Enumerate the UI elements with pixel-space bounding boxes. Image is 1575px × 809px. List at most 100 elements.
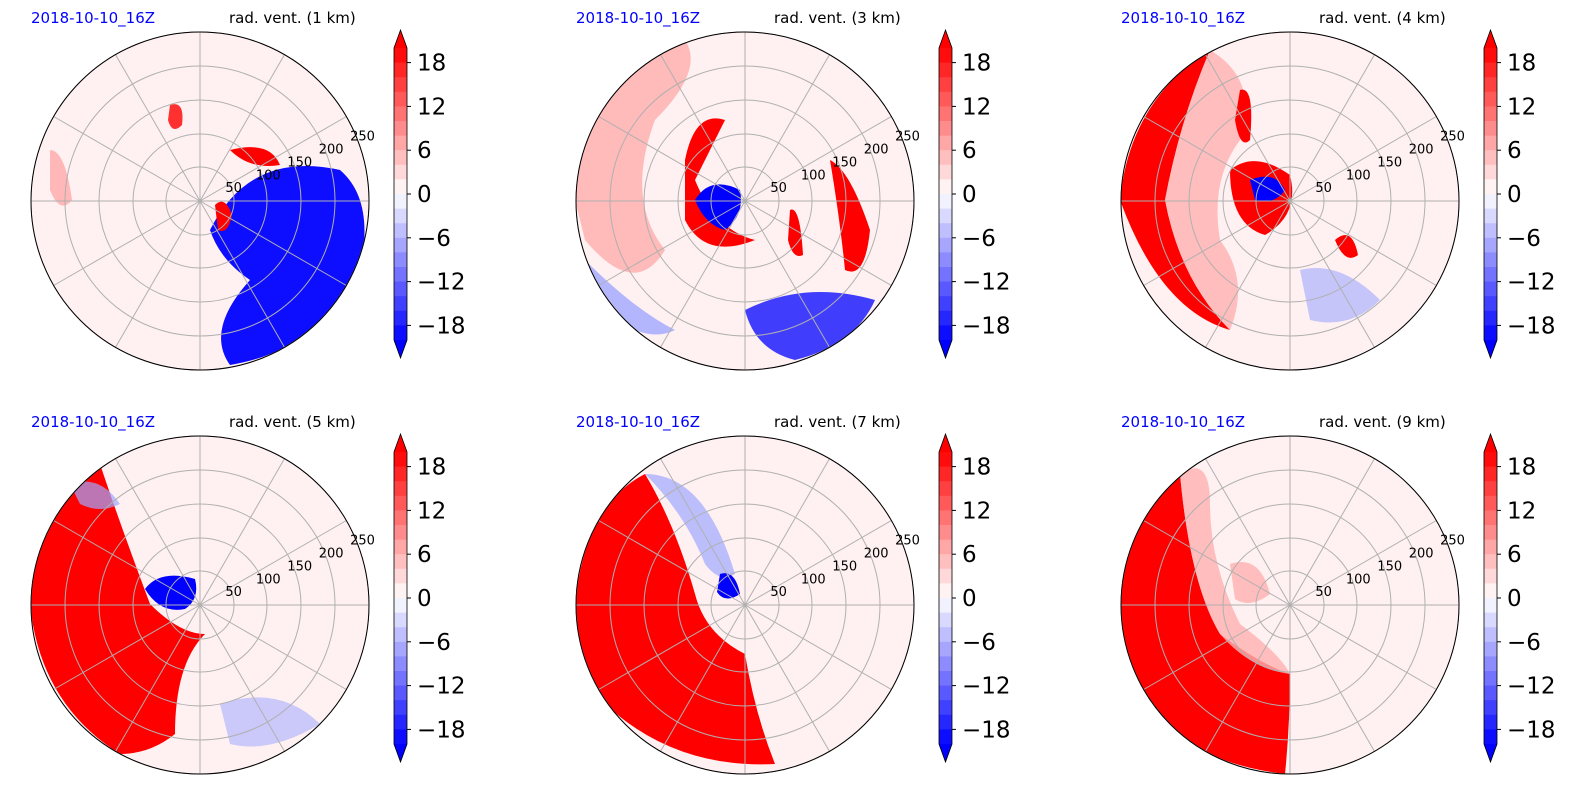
colorbar-tick-label: −6 (1507, 226, 1541, 252)
azimuth-spoke (115, 54, 201, 202)
colorbar-segment (1484, 539, 1497, 555)
colorbar-segment (1484, 525, 1497, 541)
velocity-field-region (830, 160, 870, 272)
colorbar-segment (939, 310, 952, 326)
colorbar-outline (938, 28, 953, 360)
radar-panel: 2018-10-10_16Z rad. vent. (9 km) 50 100 150 2… (1090, 404, 1575, 808)
colorbar-tick-label: 18 (417, 455, 446, 481)
colorbar-tick-label: 6 (962, 542, 977, 568)
velocity-field-region (1165, 50, 1246, 330)
radial-tick-label: 200 (864, 546, 889, 561)
velocity-field-region (50, 150, 72, 206)
panel-title: rad. vent. (5 km) (229, 413, 356, 431)
radial-tick-label: 50 (770, 181, 787, 196)
azimuth-spoke (53, 604, 201, 690)
colorbar-segment (1484, 598, 1497, 614)
plot-border (30, 435, 370, 775)
panel-date-label: 2018-10-10_16Z (576, 413, 701, 431)
azimuth-spoke (1143, 200, 1291, 286)
colorbar-segment (394, 48, 407, 64)
azimuth-spoke (199, 116, 347, 202)
plot-border (575, 31, 915, 371)
colorbar-segment (394, 179, 407, 195)
azimuth-spoke (199, 54, 285, 202)
azimuth-spoke (744, 458, 830, 606)
colorbar: 18 12 6 0 −6 −12 −18 (393, 432, 466, 764)
colorbar-segment (394, 525, 407, 541)
colorbar-segment (939, 495, 952, 511)
colorbar-segment (939, 612, 952, 628)
colorbar-outline (1483, 28, 1498, 360)
colorbar-segment (394, 223, 407, 239)
colorbar-segment (394, 77, 407, 93)
colorbar-extend-min (394, 744, 407, 762)
colorbar-extend-max (394, 30, 407, 48)
azimuth-spoke (744, 116, 892, 202)
colorbar-segment (1484, 62, 1497, 78)
panel-title: rad. vent. (4 km) (1319, 9, 1446, 27)
colorbar-segment (394, 729, 407, 745)
colorbar-segment (394, 452, 407, 468)
colorbar-segment (1484, 237, 1497, 253)
polar-plot: 50 100 150 200 250 18 12 6 0 −6 −12 −18 (1120, 432, 1556, 775)
azimuth-spoke (199, 458, 285, 606)
colorbar-segment (939, 685, 952, 701)
colorbar-segment (394, 641, 407, 657)
azimuth-spoke (199, 200, 347, 286)
colorbar-tick-label: −12 (962, 674, 1011, 700)
colorbar-segment (939, 150, 952, 166)
colorbar-segment (1484, 510, 1497, 526)
colorbar-tick-label: 0 (1507, 182, 1522, 208)
colorbar-tick-label: 12 (1507, 498, 1536, 524)
colorbar-tick-label: −18 (417, 313, 466, 339)
colorbar-extend-min (939, 340, 952, 358)
colorbar-segment (394, 539, 407, 555)
colorbar-segment (1484, 641, 1497, 657)
velocity-field-region (1121, 474, 1290, 774)
colorbar-segment (939, 729, 952, 745)
azimuth-spoke (199, 200, 285, 348)
radial-tick-label: 250 (895, 533, 920, 548)
radial-tick-label: 100 (801, 572, 826, 587)
colorbar-segment (1484, 466, 1497, 482)
azimuth-spoke (115, 458, 201, 606)
colorbar-outline (1483, 432, 1498, 764)
colorbar-tick-label: −6 (417, 226, 451, 252)
azimuth-spoke (115, 604, 201, 752)
velocity-field-region (230, 147, 280, 166)
colorbar-segment (939, 267, 952, 283)
colorbar-segment (939, 281, 952, 297)
panel-title: rad. vent. (7 km) (774, 413, 901, 431)
colorbar-tick-label: 18 (1507, 51, 1536, 77)
colorbar-segment (394, 164, 407, 180)
colorbar-tick-label: −18 (417, 717, 466, 743)
azimuth-spoke (1205, 54, 1291, 202)
colorbar-segment (394, 612, 407, 628)
colorbar-segment (394, 714, 407, 730)
radial-tick-label: 100 (256, 168, 281, 183)
colorbar-outline (393, 28, 408, 360)
colorbar-tick-label: 6 (1507, 542, 1522, 568)
radial-tick-label: 50 (770, 585, 787, 600)
colorbar-segment (1484, 685, 1497, 701)
azimuth-spoke (1143, 116, 1291, 202)
colorbar-segment (1484, 194, 1497, 210)
colorbar-segment (939, 121, 952, 137)
colorbar-segment (394, 568, 407, 584)
colorbar-segment (394, 554, 407, 570)
colorbar-extend-min (1484, 340, 1497, 358)
colorbar-tick-label: 0 (962, 586, 977, 612)
azimuth-spoke (53, 520, 201, 606)
radial-tick-label: 250 (1440, 129, 1465, 144)
colorbar-segment (939, 325, 952, 341)
azimuth-spoke (744, 604, 830, 752)
velocity-field-region (685, 118, 755, 247)
azimuth-spoke (598, 520, 746, 606)
radial-tick-label: 150 (1377, 155, 1402, 170)
radial-tick-label: 200 (1409, 546, 1434, 561)
colorbar-tick-label: 0 (417, 182, 432, 208)
colorbar-segment (939, 714, 952, 730)
colorbar-tick-label: 6 (1507, 138, 1522, 164)
radial-tick-label: 250 (350, 533, 375, 548)
colorbar-segment (939, 525, 952, 541)
